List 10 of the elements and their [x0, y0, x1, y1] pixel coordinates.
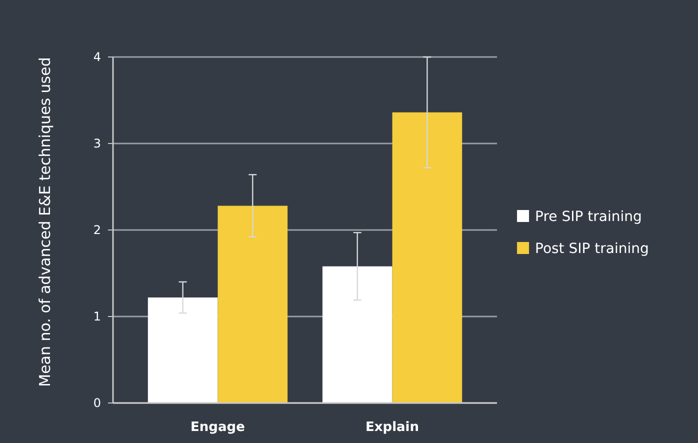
- y-tick-label: 1: [93, 310, 101, 324]
- x-tick-label: Engage: [190, 420, 246, 435]
- x-tick-label: Explain: [366, 420, 420, 435]
- legend-label: Post SIP training: [535, 240, 649, 257]
- y-tick-label: 2: [93, 223, 101, 238]
- y-tick-label: 4: [93, 50, 101, 64]
- y-tick-label: 3: [93, 136, 101, 151]
- legend-label: Pre SIP training: [535, 208, 642, 225]
- y-tick-label: 0: [93, 396, 101, 410]
- y-axis-title: Mean no. of advanced E&E techniques used: [36, 57, 54, 387]
